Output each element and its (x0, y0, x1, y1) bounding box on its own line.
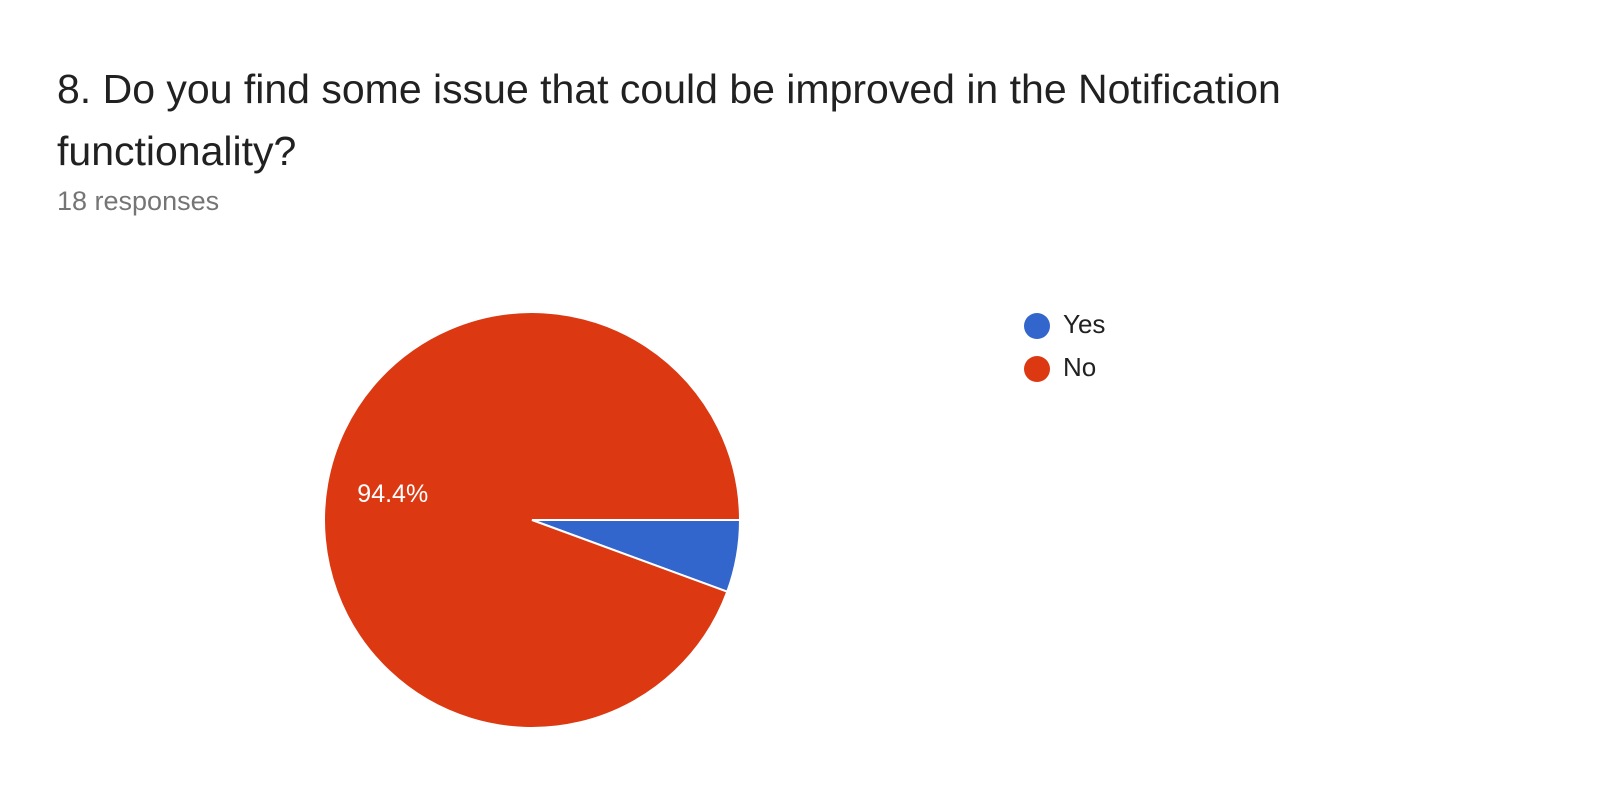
slice-label: 94.4% (357, 480, 428, 508)
legend-label: No (1063, 352, 1096, 382)
pie-slice (323, 311, 742, 729)
legend-swatch (1024, 313, 1050, 339)
chart-title: 8. Do you find some issue that could be … (57, 66, 1281, 174)
legend-label: Yes (1063, 309, 1105, 339)
chart-subtitle: 18 responses (57, 186, 220, 216)
legend-swatch (1024, 356, 1050, 382)
